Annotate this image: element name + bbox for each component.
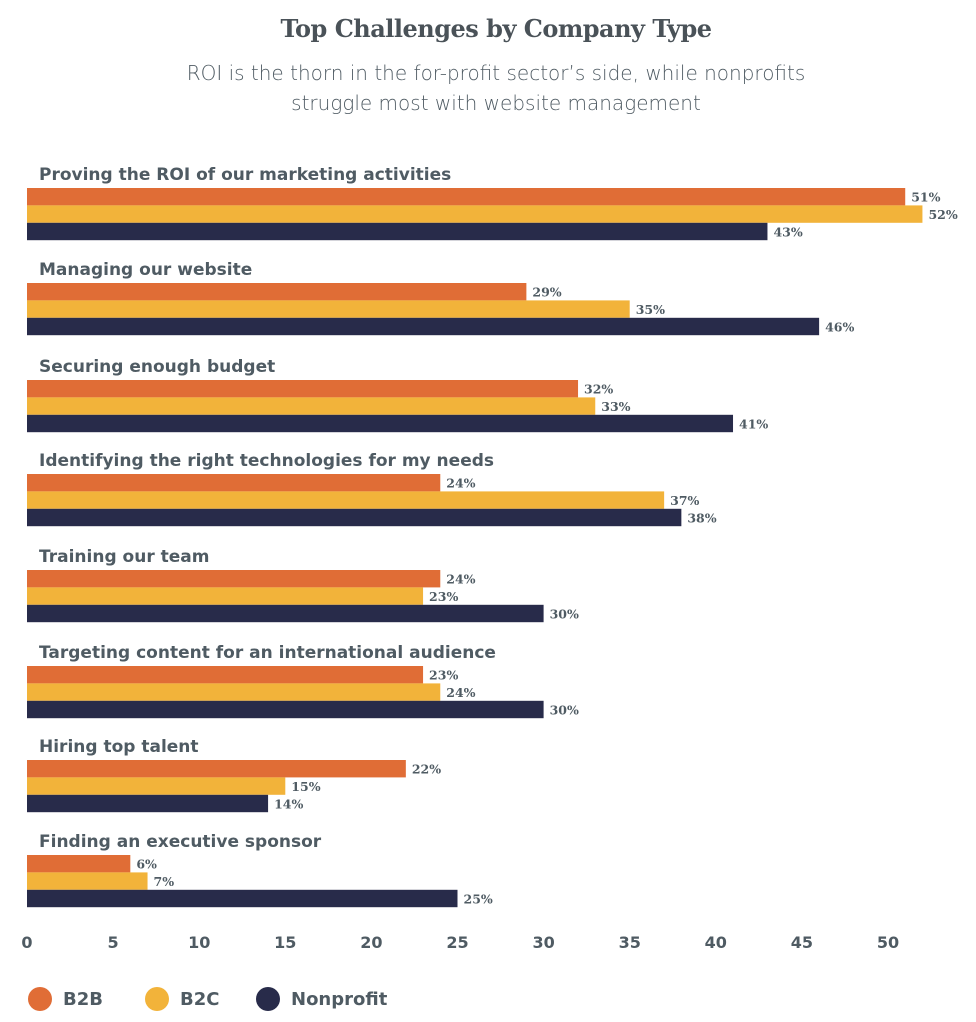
data-label: 32%: [584, 382, 613, 397]
category-label: Hiring top talent: [39, 737, 199, 757]
category-label: Managing our website: [39, 260, 252, 280]
bar-nonprofit-2: [27, 414, 734, 433]
category-label: Training our team: [39, 547, 209, 567]
x-tick-label: 20: [360, 933, 382, 952]
legend-swatch-b2c: [145, 987, 169, 1011]
x-tick-label: 10: [188, 933, 210, 952]
x-tick-label: 30: [532, 933, 554, 952]
x-tick-label: 45: [791, 933, 813, 952]
bar-b2b-6: [27, 760, 406, 778]
x-tick-label: 25: [446, 933, 468, 952]
x-tick-label: 0: [21, 933, 32, 952]
category-label: Finding an executive sponsor: [39, 832, 322, 852]
data-label: 24%: [446, 685, 475, 700]
data-label: 30%: [550, 703, 579, 718]
bar-b2c-2: [27, 397, 596, 415]
category-label: Identifying the right technologies for m…: [39, 451, 494, 471]
x-tick-label: 40: [705, 933, 727, 952]
chart-title: Top Challenges by Company Type: [280, 14, 712, 43]
bar-nonprofit-0: [27, 222, 768, 241]
subtitle-line-2: struggle most with website management: [291, 91, 701, 115]
legend-swatch-b2b: [28, 987, 52, 1011]
bar-b2c-1: [27, 300, 630, 318]
data-label: 15%: [291, 779, 320, 794]
bar-b2c-0: [27, 205, 923, 223]
bar-b2b-2: [27, 380, 579, 398]
bar-b2c-3: [27, 491, 665, 509]
x-tick-label: 5: [108, 933, 119, 952]
bar-nonprofit-3: [27, 508, 682, 527]
bar-nonprofit-6: [27, 794, 269, 813]
x-tick-label: 50: [877, 933, 899, 952]
data-label: 52%: [928, 207, 957, 222]
category-label: Targeting content for an international a…: [39, 643, 496, 663]
bar-b2b-0: [27, 188, 906, 206]
x-tick-label: 35: [619, 933, 641, 952]
legend-label-nonprofit: Nonprofit: [291, 989, 388, 1010]
data-label: 23%: [429, 668, 458, 683]
data-label: 24%: [446, 476, 475, 491]
data-label: 38%: [687, 511, 716, 526]
data-label: 35%: [636, 302, 665, 317]
data-label: 29%: [532, 285, 561, 300]
data-label: 25%: [464, 892, 493, 907]
data-label: 23%: [429, 589, 458, 604]
bar-b2b-4: [27, 570, 441, 588]
bar-nonprofit-7: [27, 889, 458, 908]
data-label: 22%: [412, 762, 441, 777]
data-label: 46%: [825, 320, 854, 335]
data-label: 6%: [136, 857, 157, 872]
bar-b2b-1: [27, 283, 527, 301]
bar-b2c-4: [27, 587, 424, 605]
data-label: 43%: [773, 225, 802, 240]
bar-b2b-3: [27, 474, 441, 492]
bar-b2c-6: [27, 777, 286, 795]
legend-label-b2b: B2B: [63, 989, 103, 1010]
x-tick-label: 15: [274, 933, 296, 952]
data-label: 37%: [670, 493, 699, 508]
bar-b2c-5: [27, 683, 441, 701]
bar-b2b-5: [27, 666, 424, 684]
data-label: 51%: [911, 190, 940, 205]
data-label: 7%: [154, 874, 175, 889]
category-label: Securing enough budget: [39, 357, 275, 377]
bar-nonprofit-1: [27, 317, 820, 336]
subtitle-line-1: ROI is the thorn in the for-profit secto…: [186, 61, 806, 85]
bar-nonprofit-5: [27, 700, 544, 719]
legend-swatch-nonprofit: [256, 987, 280, 1011]
bar-nonprofit-4: [27, 604, 544, 623]
data-label: 30%: [550, 607, 579, 622]
category-label: Proving the ROI of our marketing activit…: [39, 165, 451, 185]
data-label: 14%: [274, 797, 303, 812]
legend-label-b2c: B2C: [180, 989, 219, 1010]
data-label: 24%: [446, 572, 475, 587]
chart-subtitle: ROI is the thorn in the for-profit secto…: [0, 58, 976, 118]
data-label: 33%: [601, 399, 630, 414]
data-label: 41%: [739, 417, 768, 432]
bar-b2b-7: [27, 855, 131, 873]
bar-b2c-7: [27, 872, 148, 890]
